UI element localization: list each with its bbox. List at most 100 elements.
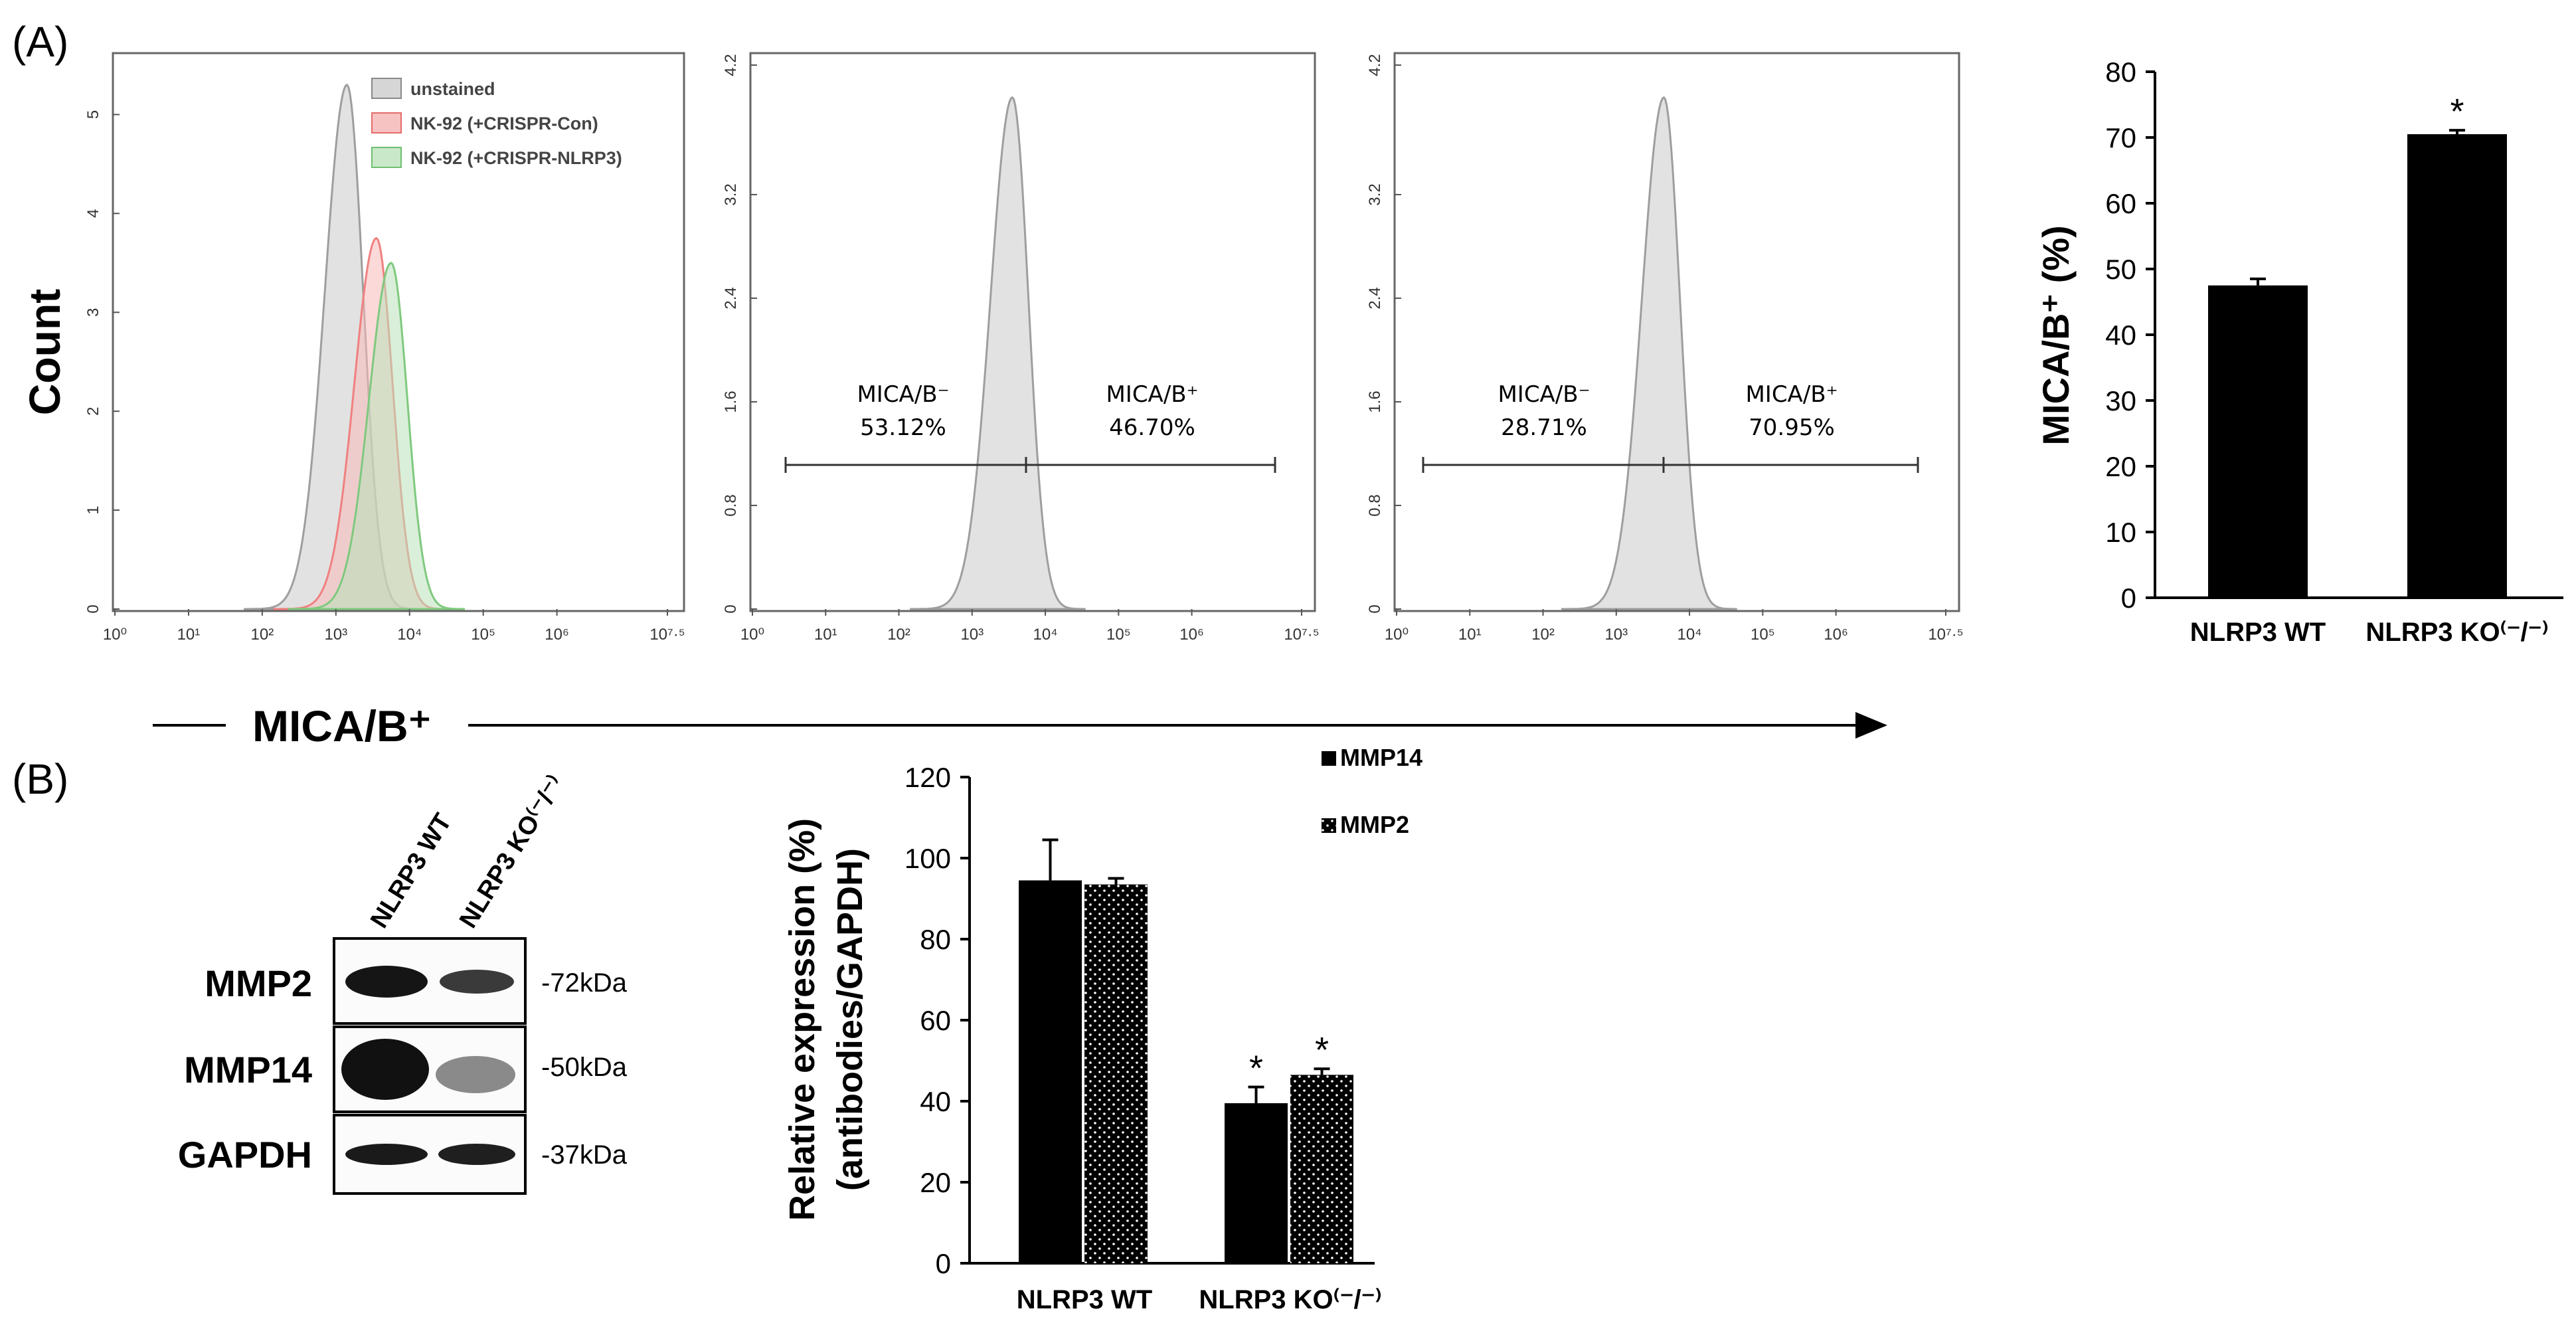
- y-tick-label: 4: [84, 209, 102, 218]
- blot-band-mmp2-ko: [440, 970, 514, 994]
- y-tick-label: 0: [2121, 582, 2136, 614]
- x-tick-label: 10⁷·⁵: [1284, 626, 1319, 644]
- y-tick-label: 1.6: [722, 391, 740, 412]
- legend-swatch-unstained: [371, 78, 402, 99]
- lane-label-wt: NLRP3 WT: [365, 809, 458, 933]
- x-category-label: NLRP3 KO⁽⁻/⁻⁾: [2365, 618, 2548, 647]
- y-tick-label: 80: [2105, 56, 2136, 88]
- legend-swatch-crispr-nlrp3: [371, 147, 402, 168]
- x-tick-label: 10²: [887, 626, 910, 644]
- y-tick-label: 80: [920, 924, 951, 955]
- histogram-curve-nk-92-crispr-nlrp3: [288, 261, 465, 610]
- panel-label-b: (B): [12, 755, 68, 803]
- x-tick-label: 10⁰: [103, 626, 127, 644]
- protein-label-mmp14: MMP14: [184, 1049, 312, 1091]
- legend-swatch-crispr-con: [371, 112, 402, 133]
- y-tick-label: 0: [936, 1248, 951, 1279]
- significance-marker: *: [1249, 1049, 1263, 1089]
- bar: [2208, 285, 2308, 598]
- bar-mmp2: [1290, 1075, 1353, 1263]
- x-tick-label: 10⁵: [1106, 626, 1131, 644]
- blot-band-mmp14-ko: [436, 1056, 515, 1093]
- x-tick-label: 10⁴: [397, 626, 422, 644]
- y-tick-label: 0: [84, 604, 102, 613]
- x-category-label: NLRP3 WT: [2190, 618, 2326, 647]
- y-tick-label: 0: [722, 604, 740, 613]
- gate-left-label: MICA/B⁻: [1498, 381, 1590, 408]
- histogram-wt-chart: 10⁰ 10¹ 10² 10³ 10⁴ 10⁵ 10⁶ 10⁷·⁵ 0 0.8 1.6 2.4 3.2…: [722, 52, 1320, 644]
- lane-label-ko: NLRP3 KO⁽⁻/⁻⁾: [454, 771, 570, 933]
- x-tick-label: 10⁶: [545, 626, 569, 644]
- blot-band-gapdh-wt: [345, 1144, 428, 1165]
- size-label-gapdh: -37kDa: [541, 1140, 628, 1170]
- size-label-mmp2: -72kDa: [541, 968, 628, 998]
- x-tick-label: 10¹: [814, 626, 837, 644]
- x-tick-label: 10⁷·⁵: [649, 626, 685, 644]
- y-axis-title: MICA/B⁺ (%): [2035, 225, 2077, 445]
- y-tick-label: 10: [2105, 517, 2136, 548]
- legend-swatch-mmp14: [1322, 751, 1336, 766]
- x-tick-label: 10¹: [177, 626, 201, 644]
- mica-bar-chart: 0 10 20 30 40 50 60 70 80 NLRP3 WT * NLRP3 KO⁽⁻/⁻⁾…: [2035, 56, 2563, 647]
- legend-label-mmp2: MMP2: [1340, 811, 1409, 838]
- size-label-mmp14: -50kDa: [541, 1053, 628, 1082]
- y-tick-label: 60: [2105, 188, 2136, 219]
- x-axis-title-mica: MICA/B⁺: [252, 701, 431, 751]
- y-tick-label: 20: [2105, 451, 2136, 482]
- legend-label-crispr-con: NK-92 (+CRISPR-Con): [410, 114, 598, 133]
- histogram-ko-chart: 10⁰ 10¹ 10² 10³ 10⁴ 10⁵ 10⁶ 10⁷·⁵ 0 0.8 1.6 2.4 3.2…: [1366, 52, 1964, 644]
- legend: unstained NK-92 (+CRISPR-Con) NK-92 (+CR…: [371, 78, 622, 168]
- plot-frame: [1393, 52, 1960, 612]
- bar-mmp14: [1019, 880, 1082, 1263]
- x-tick-label: 10²: [251, 626, 274, 644]
- x-tick-label: 10⁷·⁵: [1928, 626, 1963, 644]
- gate-right-pct: 46.70%: [1109, 414, 1195, 441]
- x-tick-label: 10¹: [1458, 626, 1482, 644]
- protein-label-gapdh: GAPDH: [178, 1134, 312, 1176]
- y-tick-label: 120: [904, 762, 951, 793]
- y-tick-label: 20: [920, 1167, 951, 1198]
- histogram-curve-stained: [1561, 96, 1737, 610]
- y-tick-label: 3.2: [1366, 183, 1384, 205]
- plot-frame: [112, 52, 685, 612]
- x-tick-label: 10³: [960, 626, 984, 644]
- x-tick-label: 10⁰: [740, 626, 764, 644]
- y-axis-title-count: Count: [20, 289, 69, 416]
- y-tick-label: 100: [904, 843, 951, 874]
- y-tick-label: 60: [920, 1005, 951, 1036]
- blot-band-mmp2-wt: [345, 966, 428, 998]
- gate-right-label: MICA/B⁺: [1106, 381, 1198, 408]
- y-axis-title-line2: (antibodies/GAPDH): [830, 848, 870, 1191]
- legend-swatch-mmp2: [1322, 818, 1336, 833]
- histogram-curve-stained: [910, 96, 1086, 610]
- bar: [2407, 134, 2507, 598]
- x-tick-label: 10⁶: [1824, 626, 1848, 644]
- x-tick-label: 10²: [1531, 626, 1555, 644]
- y-tick-label: 4.2: [722, 54, 740, 76]
- significance-marker: *: [1315, 1030, 1329, 1070]
- y-tick-label: 30: [2105, 385, 2136, 416]
- legend-label-unstained: unstained: [410, 79, 495, 99]
- y-tick-label: 40: [920, 1086, 951, 1117]
- gate-left-pct: 53.12%: [860, 414, 946, 441]
- x-category-label: NLRP3 WT: [1017, 1285, 1152, 1314]
- x-category-label: NLRP3 KO⁽⁻/⁻⁾: [1199, 1285, 1381, 1314]
- x-tick-label: 10³: [324, 626, 347, 644]
- histogram-overlay-chart: 10⁰ 10¹ 10² 10³ 10⁴ 10⁵ 10⁶ 10⁷·⁵ 0 1 2 3 4 5 unstai…: [20, 52, 685, 644]
- x-tick-label: 10⁰: [1385, 626, 1409, 644]
- gate-right-pct: 70.95%: [1749, 414, 1835, 441]
- y-tick-label: 0.8: [722, 494, 740, 516]
- y-tick-label: 4.2: [1366, 54, 1384, 76]
- y-tick-label: 3: [84, 308, 102, 317]
- y-tick-label: 3.2: [722, 183, 740, 205]
- bar-mmp2: [1084, 884, 1148, 1263]
- western-blot: NLRP3 WT NLRP3 KO⁽⁻/⁻⁾ MMP2 -72kDa MMP14…: [178, 771, 628, 1195]
- y-tick-label: 5: [84, 110, 102, 119]
- plot-frame: [749, 52, 1316, 612]
- x-tick-label: 10⁴: [1677, 626, 1702, 644]
- bar-mmp14: [1225, 1103, 1288, 1263]
- significance-marker: *: [2450, 92, 2464, 132]
- y-axis-title-line1: Relative expression (%): [782, 818, 822, 1221]
